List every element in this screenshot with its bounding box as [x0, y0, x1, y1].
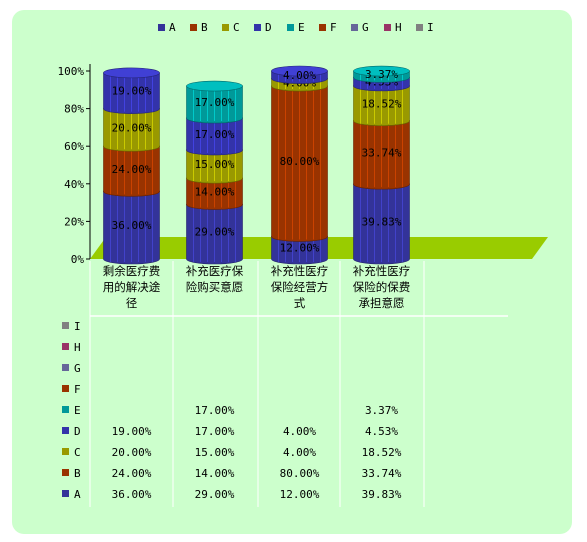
- legend-label-d: D: [265, 21, 272, 34]
- legend-label-b: B: [201, 21, 208, 34]
- y-tick-label: 60%: [64, 140, 84, 153]
- bar-segment-a: 39.83%: [353, 178, 410, 265]
- table-key-e: [62, 406, 69, 413]
- data-label: 15.00%: [195, 158, 235, 171]
- legend-label-c: C: [233, 21, 240, 34]
- legend-label-e: E: [298, 21, 305, 34]
- bar-segment-d: 19.00%: [103, 67, 160, 114]
- data-label: 17.00%: [195, 128, 235, 141]
- category-label: 险购买意愿: [186, 280, 244, 294]
- data-label: 39.83%: [362, 216, 402, 229]
- y-tick-label: 80%: [64, 103, 84, 116]
- legend-label-a: A: [169, 21, 176, 34]
- legend-swatch-e: [287, 24, 294, 31]
- table-cell: 4.00%: [283, 446, 316, 459]
- table-cell: 17.00%: [195, 425, 235, 438]
- legend-label-g: G: [362, 21, 369, 34]
- data-label: 33.74%: [362, 146, 402, 159]
- legend-swatch-d: [254, 24, 261, 31]
- table-row-label: H: [74, 341, 81, 354]
- category-label: 式: [294, 296, 306, 310]
- table-key-f: [62, 385, 69, 392]
- table-key-g: [62, 364, 69, 371]
- table-row-label: B: [74, 467, 81, 480]
- y-tick-label: 0%: [71, 253, 85, 266]
- table-row-label: A: [74, 488, 81, 501]
- table-cell: 14.00%: [195, 467, 235, 480]
- table-key-a: [62, 490, 69, 497]
- data-label: 12.00%: [280, 242, 320, 255]
- legend-swatch-h: [384, 24, 391, 31]
- table-cell: 29.00%: [195, 488, 235, 501]
- table-cell: 36.00%: [112, 488, 152, 501]
- table-cell: 17.00%: [195, 404, 235, 417]
- legend-swatch-a: [158, 24, 165, 31]
- data-label: 80.00%: [280, 155, 320, 168]
- table-key-c: [62, 448, 69, 455]
- table-key-h: [62, 343, 69, 350]
- category-label: 补充性医疗: [271, 264, 329, 278]
- table-cell: 12.00%: [280, 488, 320, 501]
- table-key-i: [62, 322, 69, 329]
- category-label: 剩余医疗费: [103, 264, 161, 278]
- data-label: 20.00%: [112, 121, 152, 134]
- data-label: 24.00%: [112, 163, 152, 176]
- table-row-label: G: [74, 362, 81, 375]
- legend-label-h: H: [395, 21, 402, 34]
- table-key-d: [62, 427, 69, 434]
- table-key-b: [62, 469, 69, 476]
- data-label: 3.37%: [365, 68, 398, 81]
- category-label: 径: [126, 296, 138, 310]
- category-label: 保险的保费: [353, 280, 411, 294]
- data-label: 4.00%: [283, 69, 316, 82]
- bar-segment-a: 36.00%: [103, 186, 160, 265]
- y-tick-label: 100%: [58, 65, 85, 78]
- data-label: 17.00%: [195, 96, 235, 109]
- table-row-label: D: [74, 425, 81, 438]
- bar-segment-e: 3.37%: [353, 65, 410, 83]
- legend-swatch-c: [222, 24, 229, 31]
- table-cell: 19.00%: [112, 425, 152, 438]
- category-label: 用的解决途: [103, 280, 161, 294]
- bar-segment-d: 4.00%: [271, 65, 328, 84]
- table-cell: 4.53%: [365, 425, 398, 438]
- table-cell: 4.00%: [283, 425, 316, 438]
- table-cell: 33.74%: [362, 467, 402, 480]
- legend-swatch-g: [351, 24, 358, 31]
- table-row-label: C: [74, 446, 81, 459]
- legend-swatch-i: [416, 24, 423, 31]
- table-cell: 18.52%: [362, 446, 402, 459]
- data-label: 19.00%: [112, 85, 152, 98]
- table-cell: 15.00%: [195, 446, 235, 459]
- table-row-label: E: [74, 404, 81, 417]
- data-label: 18.52%: [362, 97, 402, 110]
- data-label: 36.00%: [112, 219, 152, 232]
- legend-swatch-b: [190, 24, 197, 31]
- legend-label-f: F: [330, 21, 337, 34]
- data-label: 29.00%: [195, 226, 235, 239]
- table-row-label: F: [74, 383, 81, 396]
- table-cell: 20.00%: [112, 446, 152, 459]
- data-label: 14.00%: [195, 185, 235, 198]
- bar-segment-b: 80.00%: [271, 80, 328, 242]
- legend-swatch-f: [319, 24, 326, 31]
- bar-segment-e: 17.00%: [186, 80, 243, 124]
- table-row-label: I: [74, 320, 81, 333]
- y-tick-label: 40%: [64, 178, 84, 191]
- category-label: 补充性医疗: [353, 264, 411, 278]
- category-label: 补充医疗保: [186, 264, 244, 278]
- category-label: 保险经营方: [271, 280, 329, 294]
- table-cell: 39.83%: [362, 488, 402, 501]
- y-tick-label: 20%: [64, 215, 84, 228]
- table-cell: 80.00%: [280, 467, 320, 480]
- legend-label-i: I: [427, 21, 434, 34]
- category-label: 承担意愿: [359, 296, 405, 310]
- table-cell: 24.00%: [112, 467, 152, 480]
- table-cell: 3.37%: [365, 404, 398, 417]
- bar-segment-b: 33.74%: [353, 115, 410, 190]
